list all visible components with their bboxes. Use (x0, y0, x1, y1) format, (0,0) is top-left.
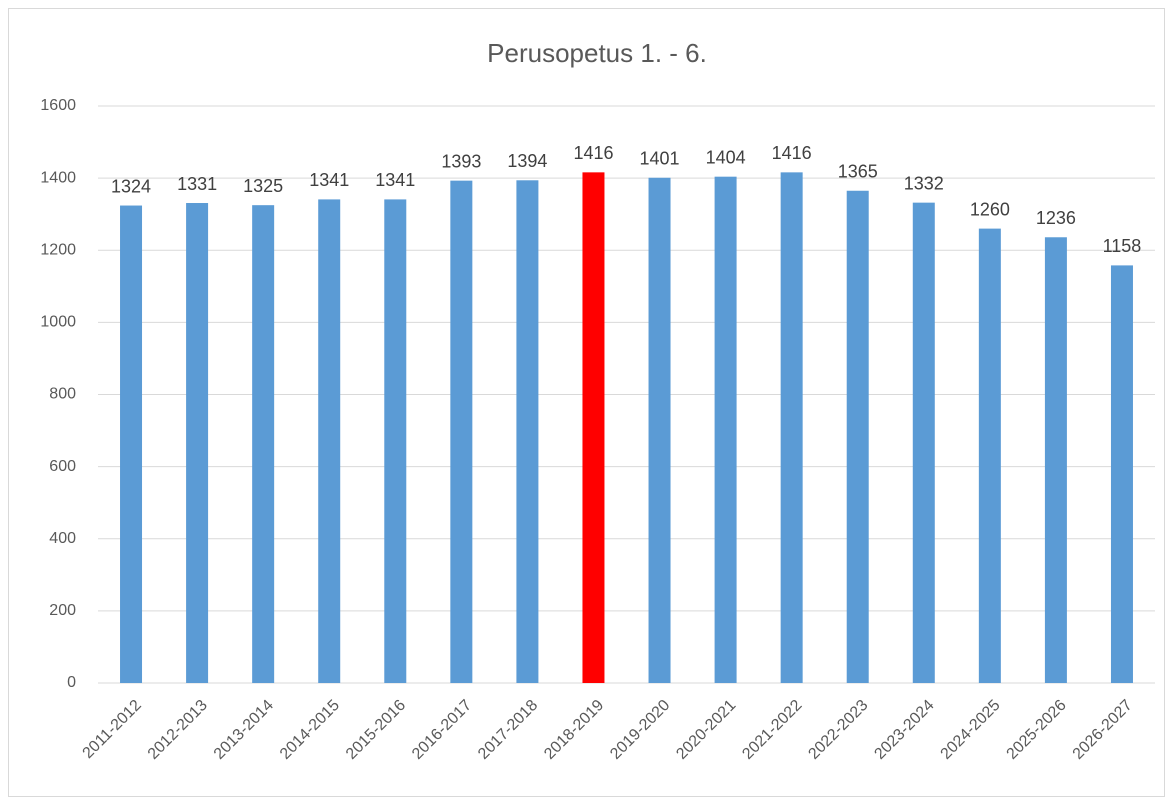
y-tick-label: 800 (49, 386, 76, 403)
data-label: 1416 (772, 143, 812, 163)
bar (714, 176, 737, 683)
y-tick-label: 1400 (40, 169, 76, 186)
bar (120, 205, 143, 683)
data-label: 1416 (573, 143, 613, 163)
data-label: 1331 (177, 174, 217, 194)
bar (780, 172, 803, 684)
bar (978, 228, 1001, 684)
y-tick-label: 400 (49, 530, 76, 547)
bar (582, 172, 605, 684)
y-tick-label: 600 (49, 458, 76, 475)
data-label: 1260 (970, 199, 1010, 219)
data-label: 1341 (375, 170, 415, 190)
y-tick-label: 0 (67, 674, 76, 691)
y-tick-label: 1600 (40, 97, 76, 114)
data-label: 1341 (309, 170, 349, 190)
bar (1110, 265, 1133, 683)
y-tick-label: 1000 (40, 314, 76, 331)
data-label: 1236 (1036, 208, 1076, 228)
data-label: 1394 (507, 151, 547, 171)
data-label: 1401 (640, 149, 680, 169)
y-tick-label: 200 (49, 602, 76, 619)
data-label: 1393 (441, 151, 481, 171)
bar (912, 202, 935, 683)
data-label: 1365 (838, 161, 878, 181)
bar (384, 199, 407, 684)
bar (450, 180, 473, 684)
bar (252, 205, 275, 683)
bar (186, 203, 209, 683)
bar (846, 190, 869, 683)
bar (1044, 237, 1067, 683)
bar (648, 177, 671, 683)
data-label: 1332 (904, 173, 944, 193)
data-label: 1404 (706, 147, 746, 167)
chart-title: Perusopetus 1. - 6. (487, 38, 707, 68)
data-label: 1325 (243, 176, 283, 196)
y-tick-label: 1200 (40, 241, 76, 258)
bar (516, 180, 539, 683)
data-label: 1324 (111, 176, 151, 196)
data-label: 1158 (1103, 236, 1142, 256)
bar (318, 199, 341, 684)
